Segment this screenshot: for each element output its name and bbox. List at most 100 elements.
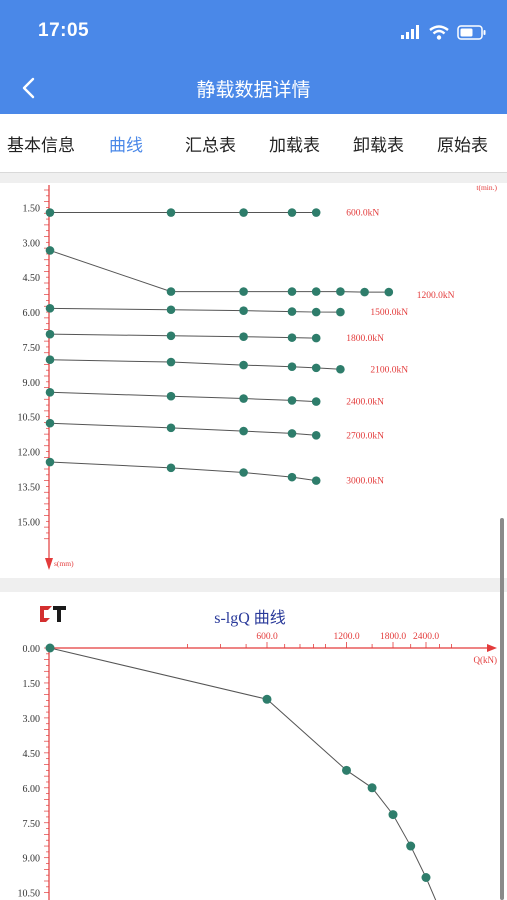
data-point bbox=[166, 423, 176, 433]
tab-curve[interactable]: 曲线 bbox=[109, 136, 143, 156]
data-point bbox=[45, 246, 55, 255]
series-line bbox=[49, 333, 317, 339]
x-axis-arrow bbox=[487, 644, 497, 652]
data-point bbox=[287, 362, 297, 371]
series-label: 1500.0kN bbox=[370, 308, 408, 318]
data-point bbox=[421, 873, 431, 883]
y-tick-label: 7.50 bbox=[23, 343, 41, 354]
signal-icon bbox=[401, 25, 419, 39]
y-tick-label: 6.00 bbox=[23, 308, 41, 319]
data-point bbox=[45, 355, 55, 365]
data-point bbox=[166, 463, 176, 473]
y-tick-label: 9.00 bbox=[23, 378, 41, 389]
data-point bbox=[239, 394, 248, 403]
series-line bbox=[49, 422, 317, 436]
data-point bbox=[45, 418, 55, 428]
x-axis-label: t(min.) bbox=[476, 183, 497, 192]
chevron-left-icon bbox=[22, 77, 35, 99]
y-tick-label: 4.50 bbox=[23, 749, 41, 760]
series-line bbox=[49, 391, 317, 403]
y-tick-label: 4.50 bbox=[23, 273, 41, 284]
y-tick-label: 1.50 bbox=[23, 203, 41, 214]
data-point bbox=[406, 841, 416, 851]
page-title: 静载数据详情 bbox=[196, 79, 311, 101]
data-point bbox=[287, 307, 297, 316]
tab-bar: 基本信息 曲线 汇总表 加载表 卸载表 原始表 bbox=[0, 114, 507, 173]
s-t-chart: 1.50 3.00 4.50 6.00 7.50 9.00 10.50 12.00 13.50 1… bbox=[18, 183, 497, 570]
data-point bbox=[311, 363, 321, 373]
series-label: 1800.0kN bbox=[346, 334, 384, 344]
data-point bbox=[166, 305, 176, 315]
data-point bbox=[166, 331, 176, 341]
section-divider bbox=[0, 578, 507, 592]
x-tick-label: 2400.0 bbox=[413, 632, 439, 642]
data-point bbox=[45, 643, 55, 653]
chart-title: s-lgQ 曲线 bbox=[214, 609, 286, 627]
data-point bbox=[287, 333, 297, 342]
s-lgq-chart: s-lgQ 曲线 600.0 1200.0 1800.0 2400.0 Q(kN) 0.00… bbox=[18, 609, 498, 900]
status-icons bbox=[401, 22, 487, 42]
series-label: 2400.0kN bbox=[346, 398, 384, 408]
y-tick-label: 13.50 bbox=[18, 482, 41, 493]
data-point bbox=[360, 287, 369, 297]
x-axis-label: Q(kN) bbox=[474, 655, 498, 665]
data-point bbox=[311, 208, 321, 217]
tab-basic-info[interactable]: 基本信息 bbox=[7, 136, 75, 156]
data-point bbox=[287, 287, 297, 296]
data-point bbox=[166, 287, 176, 296]
x-tick-label: 1800.0 bbox=[380, 632, 406, 642]
y-tick-label: 9.00 bbox=[23, 854, 41, 865]
data-point bbox=[262, 694, 272, 704]
data-point bbox=[166, 208, 176, 217]
data-point bbox=[239, 287, 248, 296]
back-button[interactable] bbox=[10, 70, 46, 106]
data-point bbox=[311, 430, 321, 440]
series-line bbox=[49, 647, 437, 900]
data-point bbox=[287, 208, 297, 217]
data-point bbox=[239, 360, 248, 370]
data-point bbox=[384, 287, 394, 297]
series-label: 1200.0kN bbox=[417, 291, 455, 301]
data-point bbox=[239, 468, 248, 477]
data-point bbox=[367, 783, 377, 793]
y-tick-label: 3.00 bbox=[23, 238, 41, 249]
y-tick-label: 12.00 bbox=[18, 448, 41, 459]
data-point bbox=[311, 333, 321, 343]
data-point bbox=[311, 476, 321, 485]
x-tick-label: 600.0 bbox=[256, 632, 278, 642]
data-point bbox=[239, 426, 248, 436]
series-line bbox=[49, 359, 341, 370]
tab-summary-table[interactable]: 汇总表 bbox=[185, 136, 236, 156]
data-point bbox=[239, 208, 248, 217]
data-point bbox=[336, 364, 345, 374]
data-point bbox=[239, 306, 248, 315]
y-tick-label: 1.50 bbox=[23, 679, 41, 690]
data-point bbox=[166, 357, 176, 367]
data-point bbox=[45, 208, 55, 217]
series-label: 2100.0kN bbox=[370, 365, 408, 375]
y-tick-label: 7.50 bbox=[23, 819, 41, 830]
data-point bbox=[166, 391, 176, 401]
y-tick-label: 10.50 bbox=[18, 889, 41, 900]
y-tick-label: 0.00 bbox=[23, 644, 41, 655]
y-tick-label: 3.00 bbox=[23, 714, 41, 725]
tab-raw-table[interactable]: 原始表 bbox=[437, 136, 488, 156]
data-point bbox=[287, 429, 297, 438]
data-point bbox=[388, 810, 398, 820]
y-tick-label: 15.00 bbox=[18, 517, 41, 528]
data-point bbox=[342, 765, 351, 775]
wifi-icon bbox=[429, 24, 449, 40]
tab-unloading-table[interactable]: 卸载表 bbox=[353, 136, 404, 156]
nav-bar: 静载数据详情 bbox=[0, 62, 507, 114]
series-line bbox=[49, 307, 341, 313]
battery-icon bbox=[457, 24, 486, 40]
data-point bbox=[287, 472, 297, 482]
data-point bbox=[336, 287, 345, 296]
section-gap bbox=[0, 173, 507, 183]
series-label: 3000.0kN bbox=[346, 477, 384, 487]
series-label: 600.0kN bbox=[346, 209, 379, 219]
tab-loading-table[interactable]: 加载表 bbox=[269, 136, 320, 156]
series-line bbox=[49, 249, 389, 293]
status-bar: 17:05 bbox=[0, 0, 507, 62]
scrollbar[interactable] bbox=[500, 518, 504, 900]
